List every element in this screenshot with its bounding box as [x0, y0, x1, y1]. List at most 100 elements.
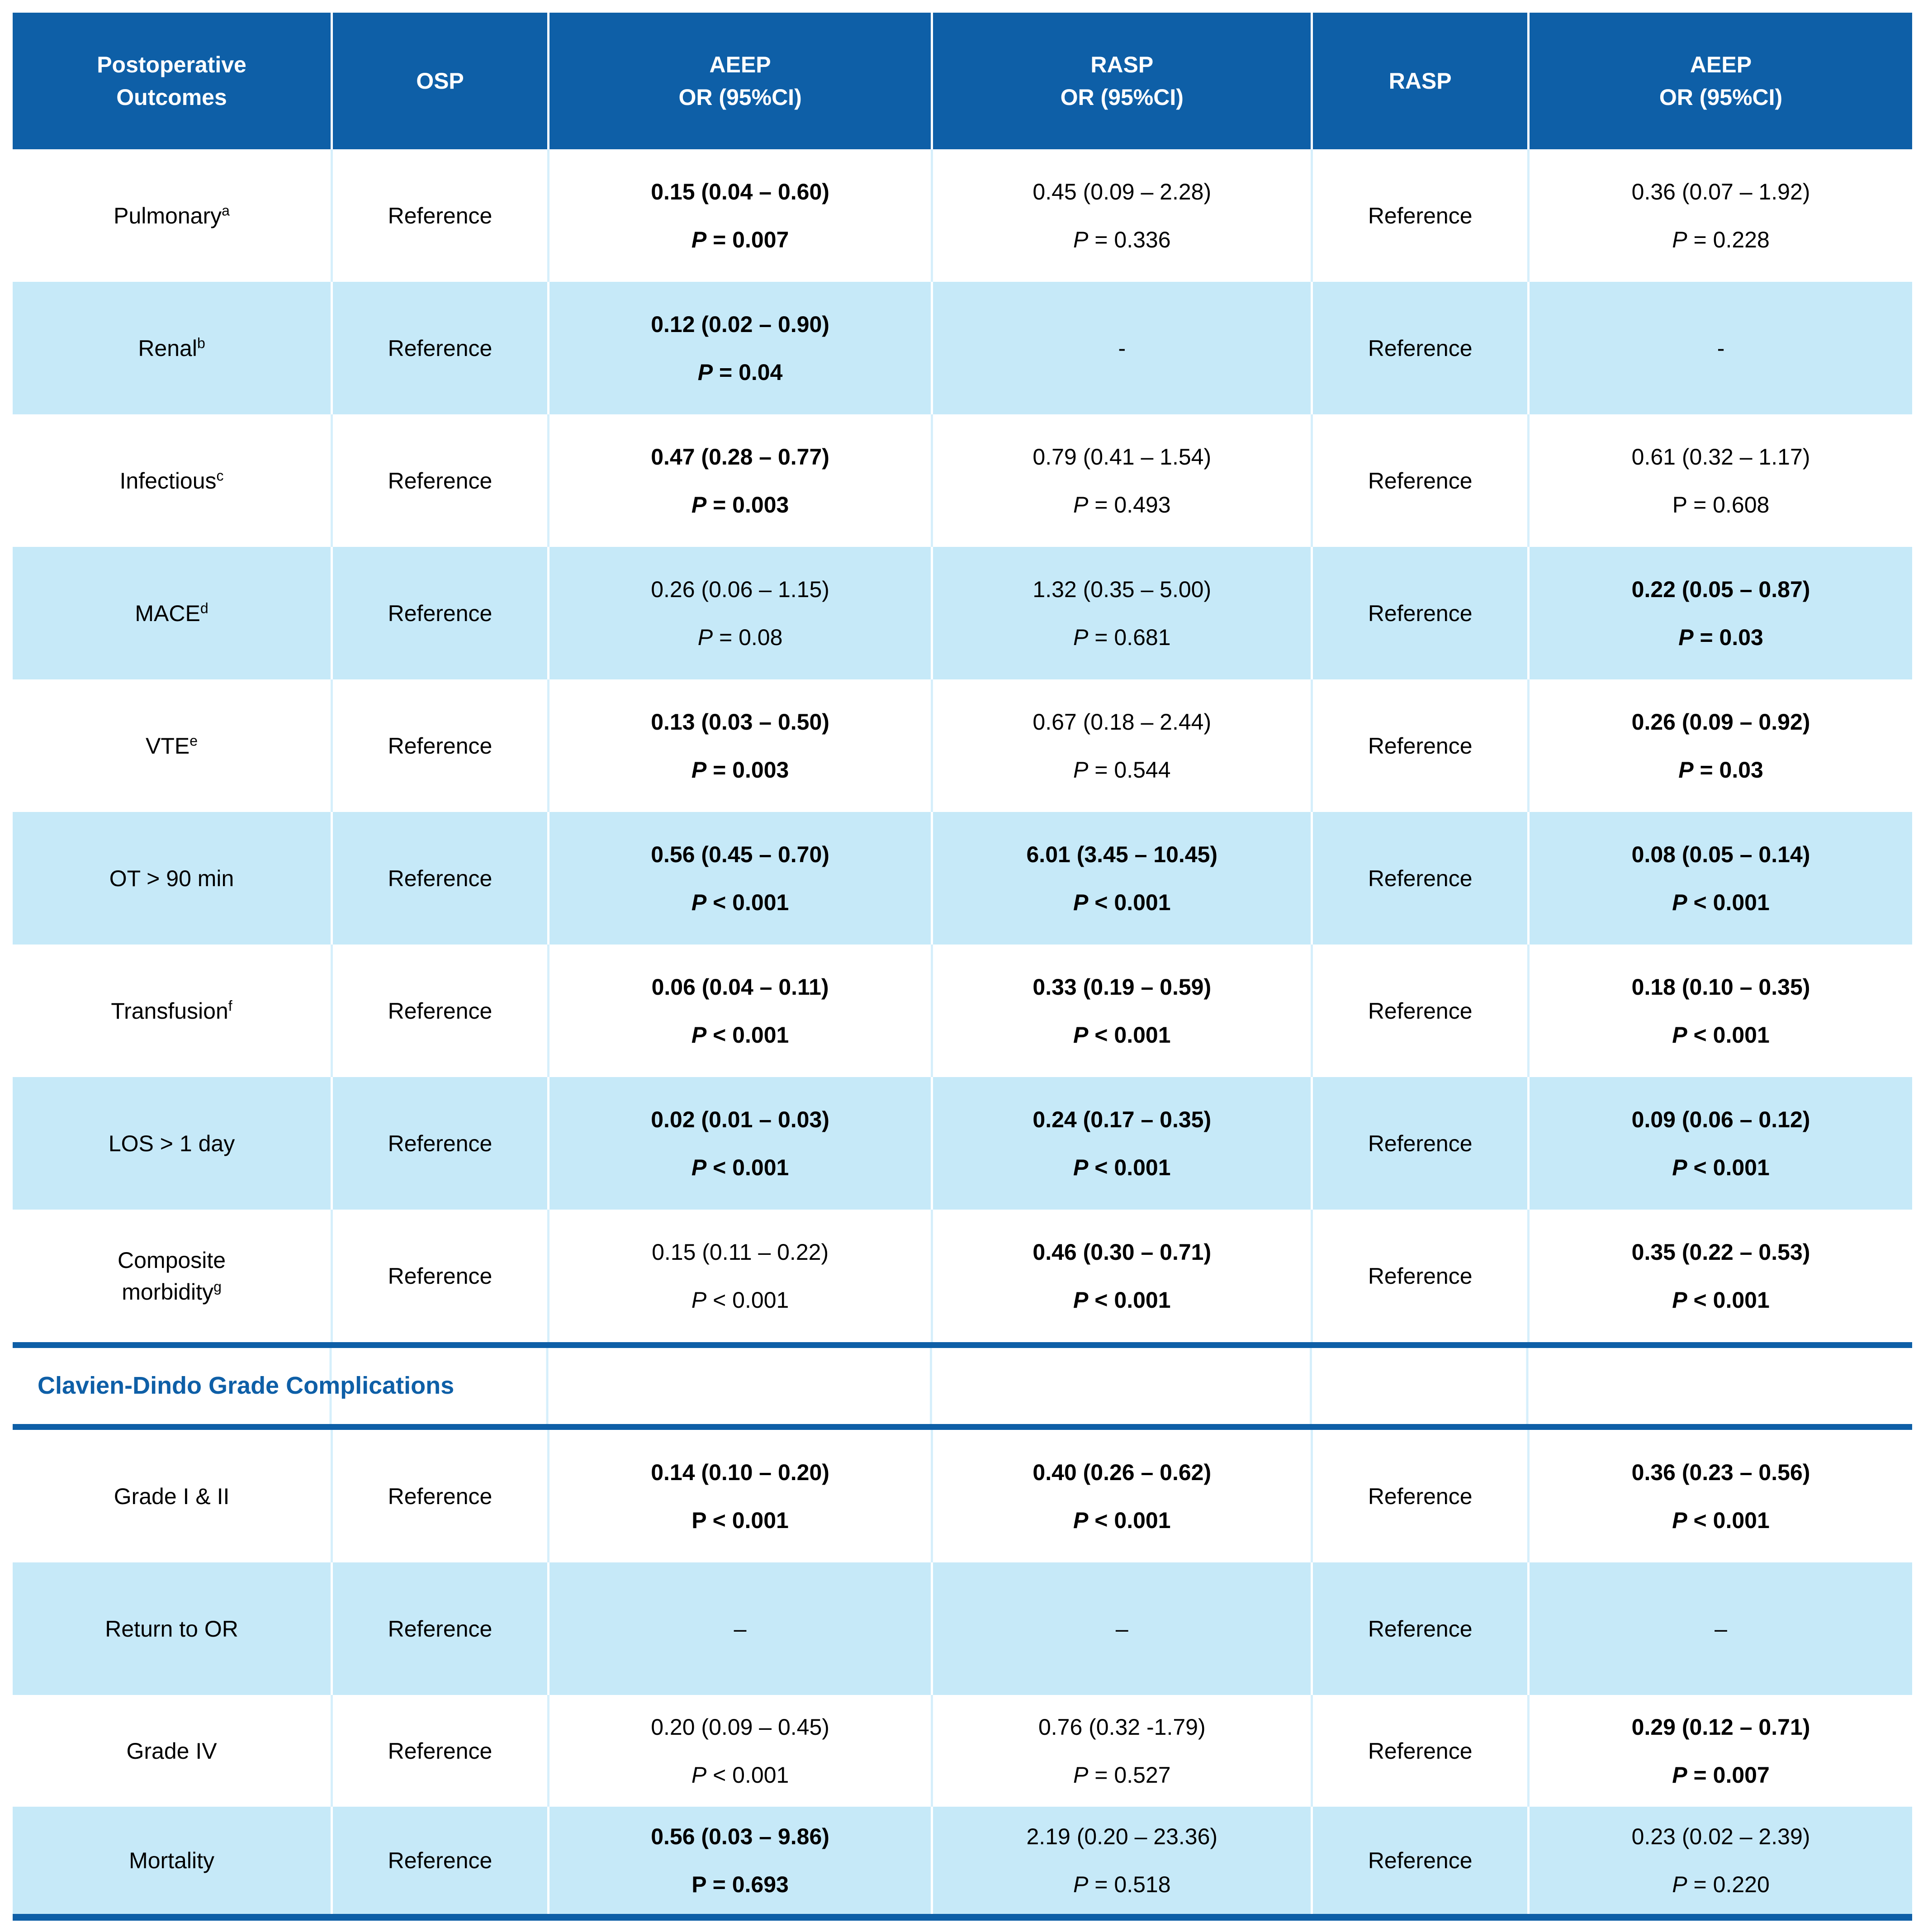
odds-ratio-value: 0.13 (0.03 – 0.50) [651, 709, 829, 735]
p-rest: = 0.03 [1693, 624, 1763, 650]
odds-ratio-value: 0.18 (0.10 – 0.35) [1631, 974, 1810, 1000]
odds-ratio-value: 0.15 (0.11 – 0.22) [652, 1239, 829, 1265]
odds-ratio-value: 0.22 (0.05 – 0.87) [1631, 576, 1810, 602]
or-cell: 0.26 (0.09 – 0.92) P = 0.03 [1527, 679, 1912, 812]
outcome-cell: Grade I & II [13, 1430, 332, 1562]
p-value: P < 0.001 [1530, 887, 1912, 918]
p-rest: < 0.001 [1088, 1507, 1171, 1533]
or-cell: 0.24 (0.17 – 0.35) P < 0.001 [931, 1077, 1312, 1210]
or-cell: 0.13 (0.03 – 0.50) P = 0.003 [547, 679, 932, 812]
or-cell: 0.18 (0.10 – 0.35) P < 0.001 [1527, 945, 1912, 1077]
outcome-cell: Renalb [13, 282, 332, 414]
p-label: P [1073, 492, 1089, 517]
or-cell: 0.40 (0.26 – 0.62) P < 0.001 [931, 1430, 1312, 1562]
odds-ratio-value: 0.23 (0.02 – 2.39) [1631, 1823, 1810, 1849]
odds-ratio-value: 0.14 (0.10 – 0.20) [651, 1459, 829, 1485]
outcome-label: Mortality [129, 1847, 214, 1873]
odds-ratio-value: 0.06 (0.04 – 0.11) [651, 974, 829, 1000]
outcome-cell: VTEe [13, 679, 332, 812]
p-rest: < 0.001 [1687, 1287, 1770, 1313]
or-cell: 0.76 (0.32 -1.79) P = 0.527 [931, 1695, 1312, 1807]
p-rest: < 0.001 [706, 1287, 789, 1313]
or-cell: 0.15 (0.04 – 0.60) P = 0.007 [547, 149, 932, 282]
odds-ratio-value: 0.08 (0.05 – 0.14) [1631, 841, 1810, 867]
or-cell: 6.01 (3.45 – 10.45) P < 0.001 [931, 812, 1312, 945]
p-label: P [1672, 492, 1687, 517]
dash-cell: – [931, 1562, 1312, 1695]
p-rest: = 0.03 [1693, 757, 1763, 783]
or-cell: 2.19 (0.20 – 23.36) P = 0.518 [931, 1807, 1312, 1914]
outcome-label: LOS > 1 day [108, 1130, 235, 1156]
reference-cell: Reference [1311, 282, 1529, 414]
p-label: P [691, 492, 707, 517]
reference-cell: Reference [331, 1430, 549, 1562]
p-label: P [1678, 757, 1694, 783]
p-rest: < 0.001 [1687, 1154, 1770, 1180]
odds-ratio-value: 0.15 (0.04 – 0.60) [651, 179, 829, 204]
reference-cell: Reference [331, 812, 549, 945]
reference-cell: Reference [1311, 1807, 1529, 1914]
odds-ratio-value: 0.61 (0.32 – 1.17) [1631, 444, 1810, 470]
reference-cell: Reference [1311, 547, 1529, 679]
p-rest: = 0.336 [1088, 227, 1171, 252]
column-header: AEEP OR (95%CI) [1527, 13, 1912, 149]
reference-cell: Reference [331, 149, 549, 282]
outcome-cell: Grade IV [13, 1695, 332, 1807]
p-rest: < 0.001 [706, 889, 789, 915]
reference-cell: Reference [1311, 1077, 1529, 1210]
outcome-label: MACE [135, 600, 200, 626]
p-value: P = 0.608 [1530, 489, 1912, 521]
p-value: P < 0.001 [933, 1152, 1310, 1183]
p-rest: < 0.001 [1088, 1287, 1171, 1313]
p-label: P [1672, 1507, 1687, 1533]
reference-cell: Reference [331, 1807, 549, 1914]
p-rest: < 0.001 [706, 1154, 789, 1180]
column-header-line: OR (95%CI) [678, 85, 802, 110]
outcome-cell: Transfusionf [13, 945, 332, 1077]
reference-cell: Reference [331, 547, 549, 679]
p-rest: < 0.001 [1687, 1022, 1770, 1048]
p-label: P [1672, 889, 1687, 915]
table-body: Pulmonarya Reference 0.15 (0.04 – 0.60) P =… [13, 149, 1912, 1914]
dash-cell: - [931, 282, 1312, 414]
p-label: P [1073, 1871, 1089, 1897]
table-row: Infectiousc Reference 0.47 (0.28 – 0.77) P … [13, 414, 1912, 547]
p-rest: = 0.04 [713, 359, 783, 385]
p-rest: = 0.493 [1088, 492, 1171, 517]
p-value: P < 0.001 [933, 1019, 1310, 1051]
or-cell: 0.56 (0.45 – 0.70) P < 0.001 [547, 812, 932, 945]
outcome-cell: LOS > 1 day [13, 1077, 332, 1210]
p-label: P [691, 1154, 707, 1180]
or-cell: 0.61 (0.32 – 1.17) P = 0.608 [1527, 414, 1912, 547]
dash-cell: - [1527, 282, 1912, 414]
p-value: P = 0.336 [933, 224, 1310, 256]
p-label: P [1672, 1022, 1687, 1048]
outcome-label: Composite morbidity [118, 1247, 226, 1305]
outcome-footnote-letter: f [228, 997, 232, 1014]
or-cell: 0.15 (0.11 – 0.22) P < 0.001 [547, 1210, 932, 1342]
outcome-cell: Pulmonarya [13, 149, 332, 282]
outcome-footnote-letter: c [216, 467, 224, 484]
or-cell: 0.29 (0.12 – 0.71) P = 0.007 [1527, 1695, 1912, 1807]
p-value: P < 0.001 [933, 1505, 1310, 1536]
reference-cell: Reference [1311, 812, 1529, 945]
reference-cell: Reference [331, 414, 549, 547]
p-rest: < 0.001 [1088, 889, 1171, 915]
p-label: P [691, 1022, 707, 1048]
table-row: Mortality Reference 0.56 (0.03 – 9.86) P = … [13, 1807, 1912, 1914]
odds-ratio-value: 0.36 (0.23 – 0.56) [1631, 1459, 1810, 1485]
section-row: Clavien-Dindo Grade Complications [13, 1348, 1912, 1424]
p-label: P [1073, 1022, 1089, 1048]
odds-ratio-value: 0.02 (0.01 – 0.03) [651, 1106, 829, 1132]
outcome-label: Infectious [119, 468, 217, 494]
p-rest: < 0.001 [1088, 1022, 1171, 1048]
p-value: P < 0.001 [1530, 1505, 1912, 1536]
or-cell: 0.08 (0.05 – 0.14) P < 0.001 [1527, 812, 1912, 945]
outcome-label: Transfusion [111, 998, 228, 1024]
odds-ratio-value: 0.26 (0.09 – 0.92) [1631, 709, 1810, 735]
p-rest: = 0.003 [706, 492, 789, 517]
or-cell: 0.06 (0.04 – 0.11) P < 0.001 [547, 945, 932, 1077]
or-cell: 0.09 (0.06 – 0.12) P < 0.001 [1527, 1077, 1912, 1210]
or-cell: 0.35 (0.22 – 0.53) P < 0.001 [1527, 1210, 1912, 1342]
outcome-label: OT > 90 min [109, 865, 234, 891]
